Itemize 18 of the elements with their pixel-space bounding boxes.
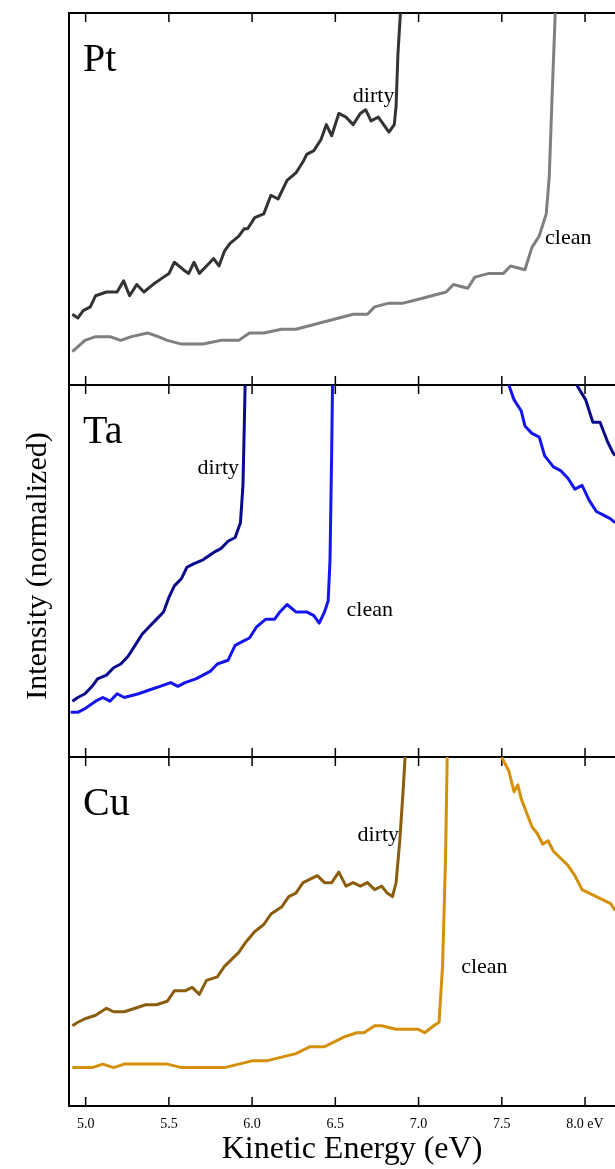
text: Cu (83, 779, 130, 824)
x-tick-label: 5.0 (76, 1116, 95, 1131)
x-tick-label: 7.5 (493, 1116, 511, 1131)
x-tick-label: 6.0 (243, 1116, 261, 1131)
text: Pt (83, 35, 117, 80)
x-tick-label: 7.0 (409, 1116, 428, 1131)
series-label: clean (545, 223, 592, 249)
x-tick-label: 6.5 (326, 1116, 345, 1131)
series-label: clean (346, 595, 393, 621)
x-tick-label: 5.5 (160, 1116, 178, 1131)
x-tick-label: 8.0 eV (566, 1116, 604, 1131)
x-axis-title: Kinetic Energy (eV) (221, 1129, 483, 1165)
series-label: dirty (357, 820, 400, 846)
series-label: dirty (197, 454, 240, 480)
y-axis-title: Intensity (normalized) (19, 432, 53, 700)
series-label: dirty (352, 82, 395, 108)
text: Ta (83, 407, 123, 452)
series-label: clean (461, 953, 508, 979)
